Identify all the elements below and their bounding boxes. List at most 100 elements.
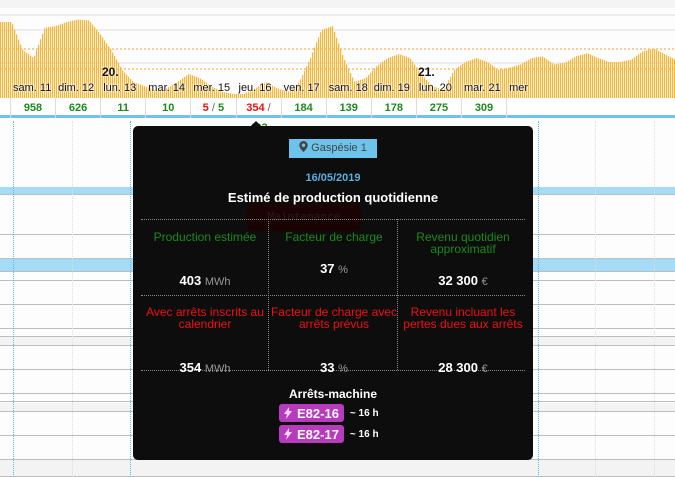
production-bar bbox=[116, 59, 118, 98]
production-bar bbox=[632, 58, 634, 98]
day-value[interactable]: 309 bbox=[461, 98, 506, 118]
production-bar bbox=[656, 49, 658, 98]
production-bar bbox=[548, 60, 550, 98]
production-bar bbox=[172, 84, 174, 98]
production-bar bbox=[466, 61, 468, 98]
production-bar bbox=[298, 82, 300, 98]
production-bar bbox=[622, 61, 624, 98]
production-bar bbox=[648, 49, 650, 98]
production-bar bbox=[446, 83, 448, 98]
day-value[interactable]: 5 / 5 bbox=[190, 98, 235, 118]
turbine-tag[interactable]: E82-17 bbox=[279, 425, 344, 443]
day-value[interactable] bbox=[506, 98, 551, 118]
site-name: Gaspésie 1 bbox=[311, 142, 367, 154]
production-bar bbox=[428, 82, 430, 98]
production-bar bbox=[50, 26, 52, 98]
production-bar bbox=[436, 87, 438, 98]
production-bar bbox=[52, 26, 54, 98]
production-bar bbox=[388, 57, 390, 98]
day-value[interactable]: 139 bbox=[325, 98, 371, 118]
production-bar bbox=[48, 27, 50, 98]
day-value[interactable]: 10 bbox=[145, 98, 190, 118]
stop-duration: ~ 16 h bbox=[349, 428, 379, 440]
production-bar bbox=[308, 61, 310, 98]
production-bar bbox=[416, 67, 418, 98]
separator: / bbox=[264, 102, 271, 114]
production-bar bbox=[124, 72, 126, 98]
production-bar bbox=[494, 67, 496, 98]
site-badge: Gaspésie 1 bbox=[289, 139, 377, 158]
day-value[interactable]: 184 bbox=[280, 98, 326, 118]
production-bar bbox=[46, 27, 48, 98]
production-bar bbox=[182, 78, 184, 98]
production-bar bbox=[70, 21, 72, 98]
production-bar bbox=[558, 63, 560, 98]
production-bar bbox=[102, 37, 104, 98]
production-bar bbox=[634, 57, 636, 98]
production-bar bbox=[562, 63, 564, 98]
production-bar bbox=[642, 51, 644, 98]
stat-number: 37 bbox=[320, 261, 335, 276]
production-bar bbox=[418, 70, 420, 98]
production-bar bbox=[458, 66, 460, 98]
day-value[interactable]: 354 / 403 bbox=[235, 98, 281, 134]
production-bar bbox=[136, 83, 138, 98]
production-bar bbox=[10, 22, 12, 98]
production-bar bbox=[360, 79, 362, 98]
production-bar bbox=[564, 62, 566, 98]
production-bar bbox=[534, 57, 536, 98]
stat-label: Avec arrêts inscrits au calendrier bbox=[146, 305, 264, 331]
production-bar bbox=[384, 60, 386, 98]
production-bar bbox=[248, 91, 250, 98]
day-value[interactable]: 178 bbox=[370, 98, 416, 118]
production-bar bbox=[370, 72, 372, 98]
production-bar bbox=[264, 82, 266, 98]
day-value[interactable]: 958 bbox=[10, 98, 55, 118]
production-bar bbox=[340, 49, 342, 98]
production-bar bbox=[154, 89, 156, 98]
day-value[interactable]: 626 bbox=[55, 98, 100, 118]
production-bar bbox=[640, 52, 642, 98]
production-bar bbox=[190, 74, 192, 98]
production-bar bbox=[80, 19, 82, 98]
production-bar bbox=[250, 90, 252, 98]
day-label: ven. 17 bbox=[283, 82, 320, 94]
production-bar bbox=[282, 89, 284, 98]
tooltip-date: 16/05/2019 bbox=[305, 172, 361, 184]
production-bar bbox=[202, 80, 204, 98]
production-bar bbox=[356, 81, 358, 98]
production-bar bbox=[352, 77, 354, 98]
production-bar bbox=[332, 26, 334, 98]
production-bar bbox=[374, 68, 376, 98]
stat-unit: MWh bbox=[204, 276, 231, 288]
turbine-tag[interactable]: E82-16 bbox=[279, 404, 344, 422]
day-label: dim. 12 bbox=[58, 82, 95, 94]
production-bar bbox=[130, 78, 132, 98]
production-bar bbox=[668, 56, 670, 98]
production-bar bbox=[500, 69, 502, 98]
production-bar bbox=[590, 54, 592, 98]
production-bar bbox=[404, 56, 406, 98]
separator: / bbox=[208, 102, 218, 114]
production-bar bbox=[646, 50, 648, 98]
production-bar bbox=[498, 69, 500, 98]
production-bar bbox=[262, 84, 264, 98]
production-bar bbox=[208, 84, 210, 98]
production-bar bbox=[186, 75, 188, 98]
day-value[interactable]: 275 bbox=[415, 98, 461, 118]
production-bar bbox=[176, 82, 178, 98]
production-bar bbox=[90, 22, 92, 98]
production-bar bbox=[84, 20, 86, 98]
grid-column-line bbox=[130, 121, 131, 477]
production-bar bbox=[184, 76, 186, 98]
production-bar bbox=[566, 61, 568, 98]
production-bar bbox=[318, 37, 320, 98]
production-bar bbox=[276, 88, 278, 98]
day-value[interactable]: 11 bbox=[100, 98, 145, 118]
stops-title: Arrêts-machine bbox=[288, 387, 378, 401]
production-bar bbox=[344, 60, 346, 98]
production-bar bbox=[226, 92, 228, 98]
production-bar bbox=[224, 92, 226, 98]
production-bar bbox=[528, 59, 530, 98]
